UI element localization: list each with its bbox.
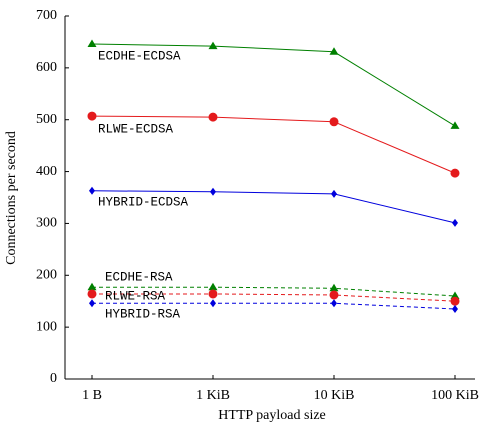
marker xyxy=(89,186,95,195)
series-label: HYBRID-ECDSA xyxy=(98,195,189,209)
series-line xyxy=(91,190,456,224)
series-line xyxy=(91,115,456,174)
series-line xyxy=(91,43,456,127)
y-tick-label: 0 xyxy=(50,371,57,386)
marker xyxy=(450,168,460,178)
marker xyxy=(331,189,337,198)
marker xyxy=(450,296,460,306)
x-axis-label: HTTP payload size xyxy=(218,408,326,423)
marker xyxy=(208,41,218,50)
y-tick-label: 700 xyxy=(36,8,57,23)
marker xyxy=(331,299,337,308)
marker xyxy=(208,112,218,122)
series-label: ECDHE-ECDSA xyxy=(98,49,181,63)
marker xyxy=(89,299,95,308)
marker xyxy=(87,39,97,48)
marker xyxy=(329,290,339,300)
x-tick-label: 100 KiB xyxy=(431,388,479,403)
marker xyxy=(87,282,97,291)
series-label: HYBRID-RSA xyxy=(105,307,181,321)
marker xyxy=(208,282,218,291)
marker xyxy=(208,289,218,299)
series-line xyxy=(92,293,456,302)
marker xyxy=(329,47,339,55)
marker xyxy=(329,117,339,127)
y-tick-label: 400 xyxy=(36,164,57,179)
y-tick-label: 600 xyxy=(36,60,57,75)
marker xyxy=(450,121,460,129)
series-line xyxy=(92,302,456,310)
marker xyxy=(87,111,97,121)
series-label: RLWE-RSA xyxy=(105,289,166,303)
y-tick-label: 100 xyxy=(36,319,57,334)
x-tick-label: 1 KiB xyxy=(196,388,230,403)
y-tick-label: 500 xyxy=(36,112,57,127)
marker xyxy=(452,304,458,313)
series-label: ECDHE-RSA xyxy=(105,270,173,284)
marker xyxy=(210,299,216,308)
y-tick-label: 300 xyxy=(36,216,57,231)
marker xyxy=(210,187,216,196)
x-tick-label: 10 KiB xyxy=(314,388,355,403)
series-line xyxy=(92,286,456,297)
marker xyxy=(450,291,460,300)
marker xyxy=(329,283,339,292)
x-tick-label: 1 B xyxy=(82,388,102,403)
marker xyxy=(87,289,97,299)
series-label: RLWE-ECDSA xyxy=(98,122,174,136)
marker xyxy=(452,218,458,227)
y-tick-label: 200 xyxy=(36,268,57,283)
y-axis-label: Connections per second xyxy=(4,131,19,265)
